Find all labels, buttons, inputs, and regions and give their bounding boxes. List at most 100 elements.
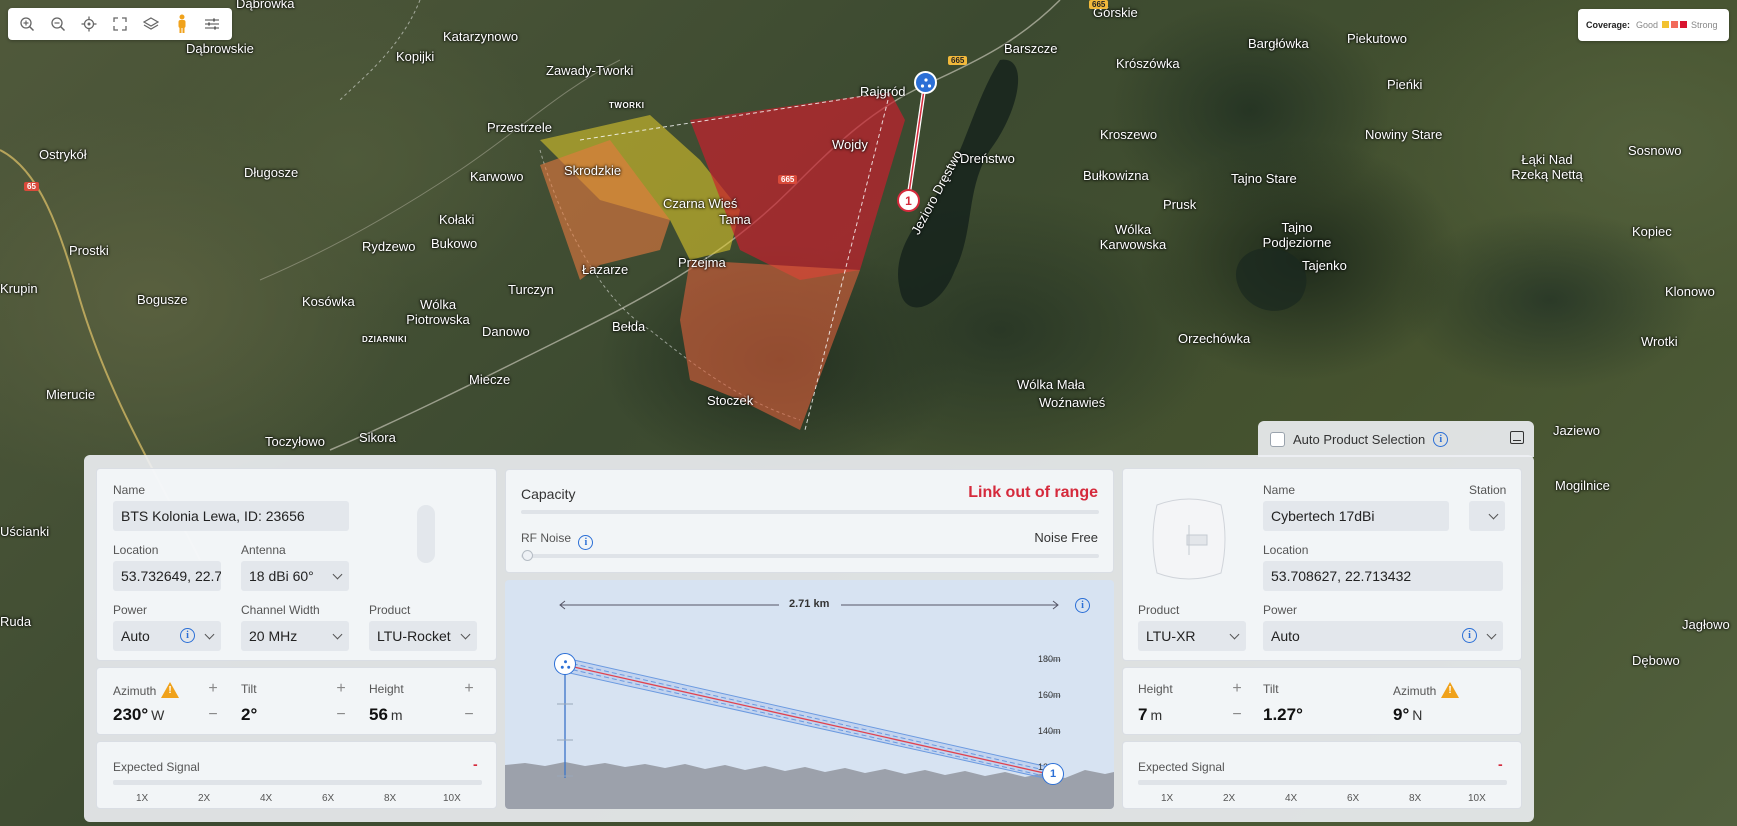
map-label: Barszcze xyxy=(1004,41,1058,56)
station-expected-signal-card: Expected Signal - 1X 2X 4X 6X 8X 10X xyxy=(1122,741,1522,809)
bts-tilt-value[interactable]: 2° xyxy=(241,705,258,724)
station-product-label: Product xyxy=(1138,603,1180,617)
bts-azimuth-value[interactable]: 230° W xyxy=(113,705,165,724)
station-power-select[interactable]: Auto i xyxy=(1263,621,1503,651)
station-height-decrement-button[interactable]: − xyxy=(1232,706,1242,723)
channel-width-select[interactable]: 20 MHz xyxy=(241,621,349,651)
map-label: Kopijki xyxy=(396,49,435,64)
map-label: Turczyn xyxy=(508,282,554,297)
map-label: Uścianki xyxy=(0,524,50,539)
street-view-icon[interactable] xyxy=(171,13,193,35)
station-product-select[interactable]: LTU-XR xyxy=(1138,621,1246,651)
bts-height-label: Height xyxy=(369,682,404,696)
expected-signal-value: - xyxy=(473,756,478,772)
tilt-decrement-button[interactable]: − xyxy=(336,706,346,723)
settings-sliders-icon[interactable] xyxy=(201,13,223,35)
fullscreen-icon[interactable] xyxy=(109,13,131,35)
road-badge: 665 xyxy=(948,56,968,65)
station-tilt-label: Tilt xyxy=(1263,682,1279,696)
bts-product-select[interactable]: LTU-Rocket xyxy=(369,621,477,651)
bts-profile-marker[interactable] xyxy=(554,653,576,675)
bts-name-field[interactable]: BTS Kolonia Lewa, ID: 23656 xyxy=(113,501,349,531)
map-label: Łąki Nad Rzeką Nettą xyxy=(1511,152,1583,182)
tilt-increment-button[interactable]: + xyxy=(336,680,346,697)
map-label: Bełda xyxy=(612,319,646,334)
station-name-field[interactable]: Cybertech 17dBi xyxy=(1263,501,1449,531)
rf-noise-slider-thumb[interactable] xyxy=(522,550,533,561)
distance-bg xyxy=(779,596,841,614)
signal-tick: 8X xyxy=(384,793,397,804)
bts-power-select[interactable]: Auto i xyxy=(113,621,221,651)
zoom-in-icon[interactable] xyxy=(16,13,38,35)
station-number: 1 xyxy=(905,193,912,208)
station-orientation-card: Height 7m + − Tilt 1.27° Azimuth 9°N xyxy=(1122,667,1522,735)
info-icon[interactable]: i xyxy=(1462,628,1477,643)
warning-icon[interactable] xyxy=(161,682,180,698)
station-settings-card: Name Cybertech 17dBi Station Location 53… xyxy=(1122,468,1522,661)
station-profile-marker[interactable]: 1 xyxy=(1042,763,1064,785)
rf-noise-slider[interactable] xyxy=(521,554,1099,558)
station-product-value: LTU-XR xyxy=(1146,628,1196,644)
map-label: Piekutowo xyxy=(1347,31,1407,46)
bts-height-value[interactable]: 56 m xyxy=(369,705,403,724)
height-decrement-button[interactable]: − xyxy=(464,706,474,723)
azimuth-decrement-button[interactable]: − xyxy=(208,706,218,723)
rf-noise-label: RF Noise i xyxy=(521,531,594,550)
map-label: Wrotki xyxy=(1641,334,1678,349)
capacity-card: Capacity Link out of range RF Noise i No… xyxy=(505,469,1114,573)
map-label: Klonowo xyxy=(1665,284,1715,299)
bts-location-field[interactable]: 53.732649, 22.7 xyxy=(113,561,221,591)
map-label: Mogilnice xyxy=(1555,478,1610,493)
station-tilt-value[interactable]: 1.27° xyxy=(1263,705,1303,724)
device-image xyxy=(1147,495,1231,583)
station-marker[interactable]: 1 xyxy=(897,189,920,212)
map-label: Zawady-Tworki xyxy=(546,63,634,78)
station-height-increment-button[interactable]: + xyxy=(1232,680,1242,697)
warning-icon[interactable] xyxy=(1441,682,1460,698)
station-location-field[interactable]: 53.708627, 22.713432 xyxy=(1263,561,1503,591)
bts-product-label: Product xyxy=(369,603,411,617)
info-icon[interactable]: i xyxy=(578,535,594,550)
map-label: Ruda xyxy=(0,614,32,629)
map-label: Dąbrowskie xyxy=(186,41,254,56)
station-number: 1 xyxy=(1049,768,1057,780)
expected-signal-value: - xyxy=(1498,756,1503,772)
legend-swatches xyxy=(1661,20,1688,30)
bts-marker[interactable] xyxy=(914,71,937,94)
map-label: Sikora xyxy=(359,430,396,445)
bts-scroll-handle[interactable] xyxy=(417,505,435,563)
signal-tick: 2X xyxy=(198,793,211,804)
info-icon[interactable]: i xyxy=(1075,598,1090,613)
map-label: Skrodzkie xyxy=(564,163,622,178)
info-icon[interactable]: i xyxy=(180,628,195,643)
map-label: Miecze xyxy=(469,372,511,387)
map-label: Karwowo xyxy=(470,169,524,184)
map-label: Stoczek xyxy=(707,393,754,408)
height-increment-button[interactable]: + xyxy=(464,680,474,697)
signal-tick: 6X xyxy=(322,793,335,804)
map-label: Pieńki xyxy=(1387,77,1423,92)
map-label: Tajenko xyxy=(1302,258,1347,273)
expected-signal-label: Expected Signal xyxy=(1138,760,1225,774)
minimize-icon[interactable] xyxy=(1510,431,1524,444)
map-toolbar xyxy=(8,8,232,40)
info-icon[interactable]: i xyxy=(1433,431,1449,447)
bts-tilt-label: Tilt xyxy=(241,682,257,696)
azimuth-increment-button[interactable]: + xyxy=(208,680,218,697)
station-select[interactable] xyxy=(1469,501,1505,531)
auto-product-checkbox[interactable] xyxy=(1270,431,1285,447)
elevation-label: 180m xyxy=(1038,654,1061,664)
profile-svg xyxy=(505,596,1114,809)
map-label: Kosówka xyxy=(302,294,355,309)
locate-icon[interactable] xyxy=(78,13,100,35)
layers-icon[interactable] xyxy=(140,13,162,35)
coverage-sector-strong xyxy=(690,92,905,280)
map-label: Wólka Piotrowska xyxy=(406,297,470,327)
road-badge: 65 xyxy=(24,182,39,191)
zoom-out-icon[interactable] xyxy=(47,13,69,35)
station-azimuth-value[interactable]: 9° N xyxy=(1393,705,1423,724)
antenna-select[interactable]: 18 dBi 60° xyxy=(241,561,349,591)
map-label: Katarzynowo xyxy=(443,29,519,44)
map-label: Łazarze xyxy=(582,262,629,277)
